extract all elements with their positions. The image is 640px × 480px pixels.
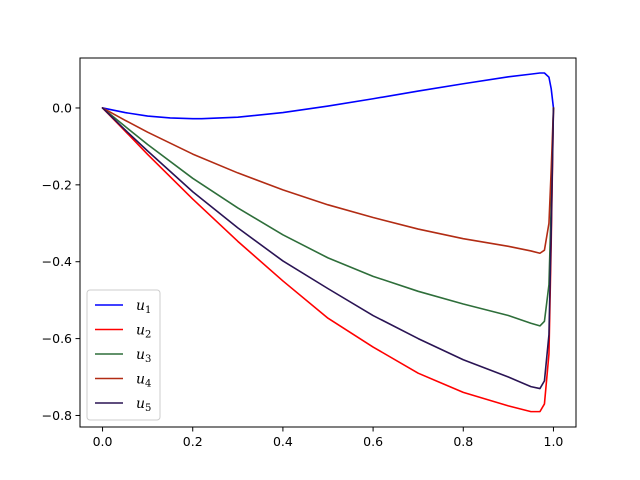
x-tick-label: 0.8 [453,434,473,449]
series-line-u5 [101,107,555,390]
series-line-u3 [101,107,555,327]
plot-frame [79,57,577,428]
series-line-u2 [101,107,555,413]
legend-box [86,289,161,421]
legend-label-u2: u2 [136,323,151,341]
x-tick-label: 0.0 [93,434,113,449]
series-line-u1 [101,72,555,120]
legend-label-u3: u3 [136,347,151,365]
y-tick-label: −0.6 [42,331,72,346]
series-line-u4 [101,107,555,255]
legend-label-u5: u5 [136,396,151,414]
y-tick-label: −0.8 [42,408,72,423]
y-axis: 0.0 −0.2 −0.4 −0.6 −0.8 [42,100,80,423]
x-tick-label: 0.2 [183,434,203,449]
legend-label-u1: u1 [136,298,151,316]
legend: u1 u2 u3 u4 u5 [86,289,161,421]
x-tick-label: 0.6 [363,434,383,449]
y-tick-label: 0.0 [52,100,72,115]
legend-label-u4: u4 [136,372,151,390]
x-tick-label: 0.4 [273,434,293,449]
x-tick-label: 1.0 [544,434,564,449]
y-tick-label: −0.2 [42,177,72,192]
y-tick-label: −0.4 [42,254,72,269]
series-layer [101,72,555,413]
x-axis: 0.0 0.2 0.4 0.6 0.8 1.0 [93,427,564,449]
